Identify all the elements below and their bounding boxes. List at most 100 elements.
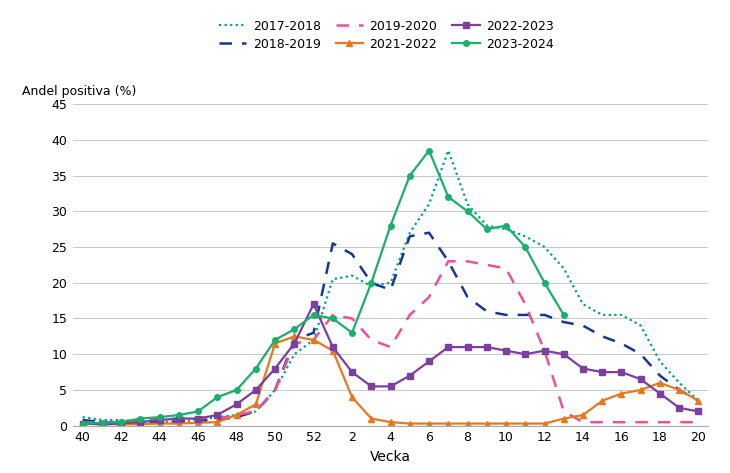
- 2019-2020: [310, 337, 318, 343]
- 2019-2020: [598, 419, 607, 425]
- Line: 2019-2020: 2019-2020: [82, 261, 699, 423]
- Line: 2018-2019: 2018-2019: [82, 233, 699, 422]
- 2017-2018: [598, 312, 607, 318]
- 2017-2018: [386, 280, 395, 286]
- 2022-2023: [675, 405, 683, 411]
- 2021-2022: [174, 420, 183, 426]
- 2018-2019: [521, 312, 530, 318]
- 2023-2024: [483, 226, 491, 232]
- 2018-2019: [694, 398, 703, 403]
- 2021-2022: [78, 420, 87, 426]
- 2017-2018: [463, 201, 472, 207]
- 2017-2018: [425, 201, 434, 207]
- 2021-2022: [463, 420, 472, 426]
- 2022-2023: [193, 416, 202, 421]
- 2018-2019: [78, 417, 87, 423]
- 2022-2023: [444, 344, 453, 350]
- 2017-2018: [136, 419, 145, 424]
- 2019-2020: [78, 419, 87, 425]
- 2023-2024: [521, 244, 530, 250]
- 2022-2023: [656, 391, 664, 396]
- 2023-2024: [367, 280, 376, 286]
- 2017-2018: [675, 380, 683, 385]
- 2017-2018: [367, 283, 376, 289]
- 2019-2020: [444, 258, 453, 264]
- 2021-2022: [136, 421, 145, 427]
- 2022-2023: [521, 351, 530, 357]
- 2021-2022: [386, 419, 395, 425]
- 2021-2022: [483, 420, 491, 426]
- 2019-2020: [483, 262, 491, 268]
- 2019-2020: [290, 341, 299, 346]
- 2019-2020: [463, 258, 472, 264]
- 2018-2019: [598, 333, 607, 339]
- 2021-2022: [271, 341, 280, 346]
- 2023-2024: [213, 394, 222, 400]
- 2017-2018: [502, 226, 510, 232]
- 2019-2020: [502, 266, 510, 272]
- 2017-2018: [117, 417, 126, 423]
- 2021-2022: [656, 380, 664, 385]
- 2017-2018: [290, 351, 299, 357]
- 2021-2022: [559, 416, 568, 421]
- 2017-2018: [540, 244, 549, 250]
- 2021-2022: [502, 420, 510, 426]
- 2023-2024: [251, 366, 260, 371]
- 2022-2023: [232, 402, 241, 407]
- 2021-2022: [694, 398, 703, 403]
- 2021-2022: [425, 420, 434, 426]
- 2018-2019: [579, 323, 588, 328]
- 2022-2023: [271, 366, 280, 371]
- X-axis label: Vecka: Vecka: [370, 450, 411, 464]
- 2022-2023: [98, 421, 107, 427]
- Line: 2022-2023: 2022-2023: [80, 301, 702, 427]
- 2018-2019: [637, 351, 645, 357]
- 2018-2019: [617, 341, 626, 346]
- 2018-2019: [675, 387, 683, 393]
- Y-axis label: Andel positiva (%): Andel positiva (%): [22, 85, 137, 97]
- 2017-2018: [271, 387, 280, 393]
- 2023-2024: [540, 280, 549, 286]
- 2021-2022: [98, 421, 107, 427]
- 2023-2024: [463, 209, 472, 214]
- 2022-2023: [559, 351, 568, 357]
- 2022-2023: [117, 420, 126, 426]
- 2018-2019: [193, 418, 202, 423]
- 2022-2023: [290, 341, 299, 346]
- Line: 2021-2022: 2021-2022: [80, 333, 702, 427]
- 2019-2020: [232, 412, 241, 418]
- 2017-2018: [251, 409, 260, 414]
- 2019-2020: [347, 315, 356, 321]
- 2021-2022: [675, 387, 683, 393]
- 2021-2022: [213, 419, 222, 425]
- 2022-2023: [463, 344, 472, 350]
- 2017-2018: [444, 148, 453, 153]
- 2022-2023: [136, 419, 145, 425]
- 2017-2018: [579, 301, 588, 307]
- 2023-2024: [386, 223, 395, 228]
- 2018-2019: [117, 419, 126, 425]
- 2023-2024: [405, 173, 414, 178]
- 2018-2019: [328, 241, 337, 246]
- 2018-2019: [444, 258, 453, 264]
- 2022-2023: [540, 348, 549, 353]
- 2021-2022: [310, 337, 318, 343]
- 2021-2022: [521, 420, 530, 426]
- 2019-2020: [386, 344, 395, 350]
- 2018-2019: [463, 294, 472, 300]
- 2021-2022: [193, 420, 202, 426]
- 2021-2022: [328, 348, 337, 353]
- 2018-2019: [425, 230, 434, 236]
- 2019-2020: [637, 419, 645, 425]
- 2019-2020: [328, 312, 337, 318]
- 2021-2022: [117, 421, 126, 427]
- 2022-2023: [367, 384, 376, 389]
- 2018-2019: [136, 419, 145, 425]
- 2022-2023: [386, 384, 395, 389]
- Legend: 2017-2018, 2018-2019, 2019-2020, 2021-2022, 2022-2023, 2023-2024: 2017-2018, 2018-2019, 2019-2020, 2021-20…: [219, 20, 554, 51]
- 2019-2020: [98, 420, 107, 426]
- 2021-2022: [232, 412, 241, 418]
- 2017-2018: [155, 419, 164, 425]
- 2022-2023: [483, 344, 491, 350]
- 2019-2020: [367, 337, 376, 343]
